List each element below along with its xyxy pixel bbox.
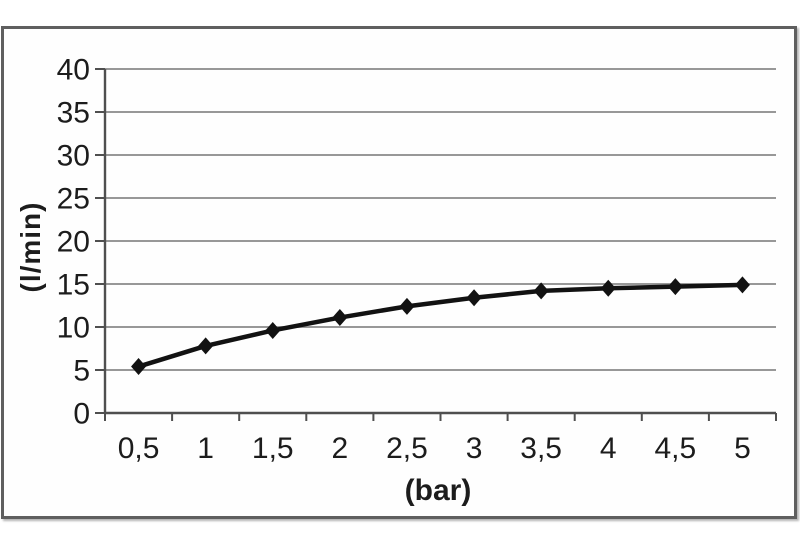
data-point-marker — [533, 282, 549, 300]
x-tick-label: 2 — [332, 432, 349, 465]
y-tick-label: 5 — [73, 355, 90, 388]
y-tick-label: 35 — [57, 97, 90, 130]
data-point-marker — [332, 309, 348, 327]
x-tick-label: 4 — [600, 432, 617, 465]
data-point-marker — [466, 289, 482, 307]
x-axis-title: (bar) — [404, 474, 472, 507]
x-tick-label: 4,5 — [654, 432, 696, 465]
x-tick-label: 3,5 — [520, 432, 562, 465]
x-tick-label: 0,5 — [118, 432, 160, 465]
y-tick-label: 10 — [57, 312, 90, 345]
x-tick-label: 3 — [466, 432, 483, 465]
y-tick-label: 40 — [57, 54, 90, 87]
y-tick-label: 15 — [57, 269, 90, 302]
y-tick-label: 20 — [57, 226, 90, 259]
x-tick-label: 2,5 — [386, 432, 428, 465]
data-point-marker — [734, 276, 750, 294]
data-point-marker — [198, 337, 214, 355]
data-point-marker — [131, 358, 147, 376]
data-point-marker — [667, 278, 683, 296]
data-point-marker — [600, 279, 616, 297]
y-tick-label: 30 — [57, 140, 90, 173]
y-tick-label: 0 — [73, 398, 90, 431]
x-tick-label: 1 — [197, 432, 214, 465]
series-line — [136, 282, 745, 369]
data-point-marker — [265, 321, 281, 339]
x-tick-label: 5 — [734, 432, 751, 465]
data-point-marker — [399, 297, 415, 315]
y-axis-title: (l/min) — [15, 201, 46, 293]
chart-frame — [1, 26, 797, 519]
x-tick-label: 1,5 — [252, 432, 294, 465]
y-tick-label: 25 — [57, 183, 90, 216]
